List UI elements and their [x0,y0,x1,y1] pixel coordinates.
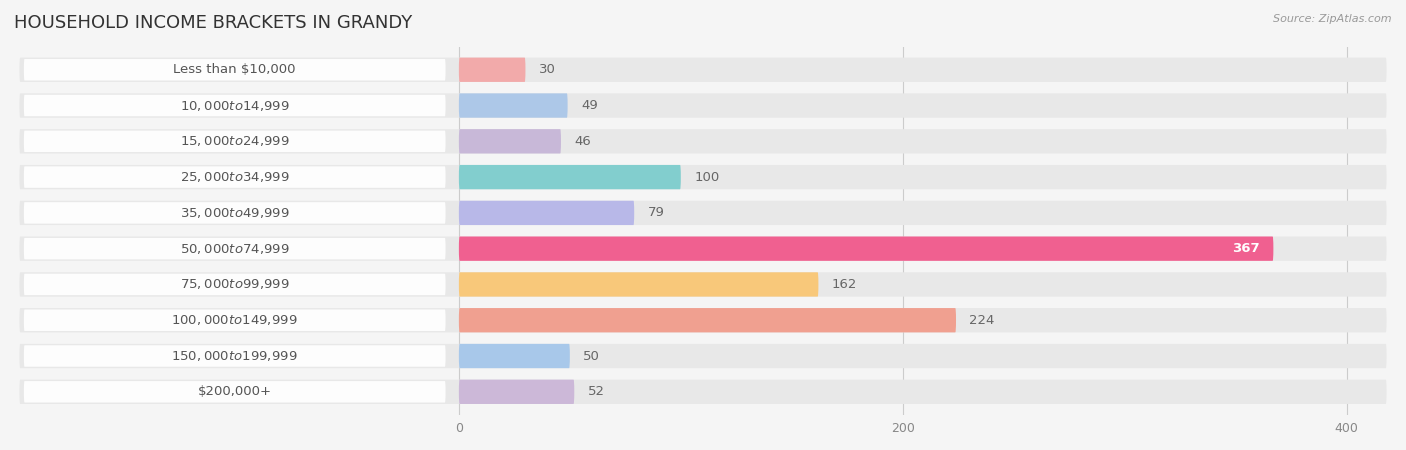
FancyBboxPatch shape [458,237,1274,261]
FancyBboxPatch shape [24,310,446,331]
Text: Less than $10,000: Less than $10,000 [173,63,297,76]
FancyBboxPatch shape [458,380,574,404]
Text: 50: 50 [583,350,600,363]
FancyBboxPatch shape [24,166,446,188]
Text: HOUSEHOLD INCOME BRACKETS IN GRANDY: HOUSEHOLD INCOME BRACKETS IN GRANDY [14,14,412,32]
Text: $25,000 to $34,999: $25,000 to $34,999 [180,170,290,184]
FancyBboxPatch shape [20,237,1386,261]
Text: 162: 162 [832,278,858,291]
Text: Source: ZipAtlas.com: Source: ZipAtlas.com [1274,14,1392,23]
FancyBboxPatch shape [24,202,446,224]
Text: 46: 46 [574,135,591,148]
Text: 52: 52 [588,385,605,398]
FancyBboxPatch shape [458,129,561,153]
Text: $10,000 to $14,999: $10,000 to $14,999 [180,99,290,112]
FancyBboxPatch shape [24,59,446,81]
FancyBboxPatch shape [458,201,634,225]
FancyBboxPatch shape [20,344,1386,368]
Text: 30: 30 [538,63,555,76]
FancyBboxPatch shape [24,238,446,259]
FancyBboxPatch shape [24,95,446,116]
FancyBboxPatch shape [458,58,526,82]
FancyBboxPatch shape [20,272,1386,297]
FancyBboxPatch shape [24,130,446,152]
FancyBboxPatch shape [20,129,1386,153]
Text: 224: 224 [969,314,994,327]
FancyBboxPatch shape [458,165,681,189]
FancyBboxPatch shape [20,201,1386,225]
Text: 100: 100 [695,171,720,184]
Text: $35,000 to $49,999: $35,000 to $49,999 [180,206,290,220]
Text: $100,000 to $149,999: $100,000 to $149,999 [172,313,298,327]
Text: $200,000+: $200,000+ [198,385,271,398]
Text: $150,000 to $199,999: $150,000 to $199,999 [172,349,298,363]
FancyBboxPatch shape [20,380,1386,404]
Text: 49: 49 [581,99,598,112]
Text: $75,000 to $99,999: $75,000 to $99,999 [180,278,290,292]
FancyBboxPatch shape [20,58,1386,82]
Text: $50,000 to $74,999: $50,000 to $74,999 [180,242,290,256]
FancyBboxPatch shape [24,381,446,403]
FancyBboxPatch shape [458,93,568,118]
FancyBboxPatch shape [20,93,1386,118]
FancyBboxPatch shape [20,165,1386,189]
FancyBboxPatch shape [458,308,956,333]
FancyBboxPatch shape [458,272,818,297]
Text: 367: 367 [1233,242,1260,255]
FancyBboxPatch shape [24,345,446,367]
FancyBboxPatch shape [24,274,446,295]
FancyBboxPatch shape [458,344,569,368]
Text: 79: 79 [648,207,665,220]
FancyBboxPatch shape [20,308,1386,333]
Text: $15,000 to $24,999: $15,000 to $24,999 [180,134,290,148]
